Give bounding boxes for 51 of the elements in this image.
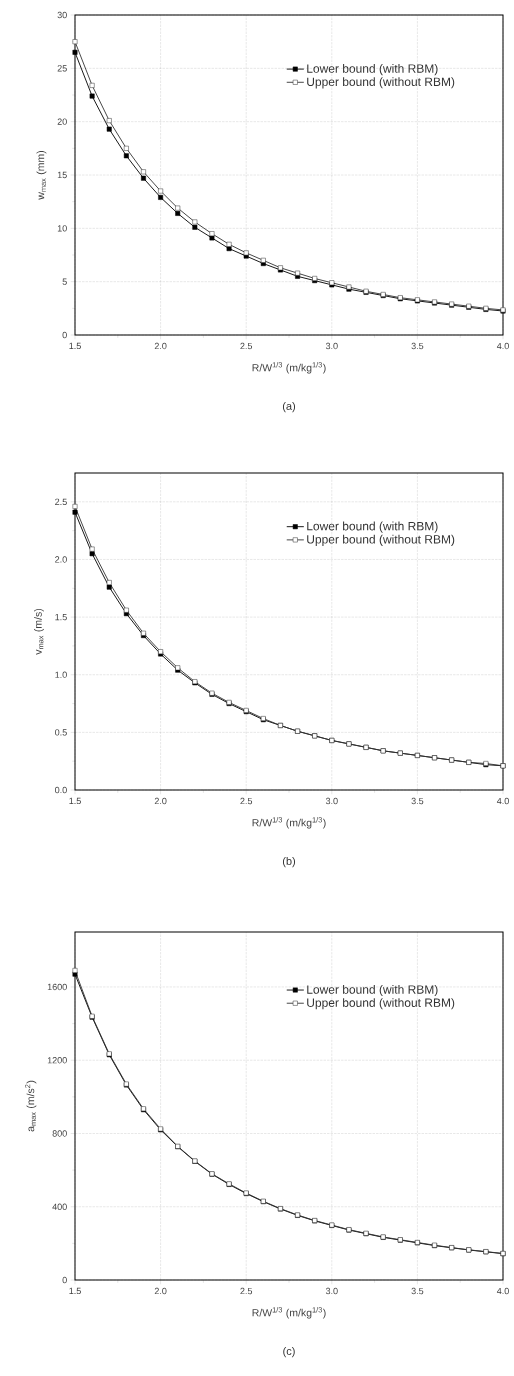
x-tick-label: 2.0: [154, 797, 167, 805]
x-tick-label: 4.0: [496, 1287, 509, 1295]
y-tick-label: 20: [57, 118, 67, 125]
y-tick-label: 1.5: [55, 613, 67, 621]
x-tick-label: 3.5: [411, 797, 424, 805]
x-tick-label: 3.5: [411, 342, 424, 350]
x-tick-label: 4.0: [496, 342, 509, 350]
x-tick-label: 3.0: [325, 797, 338, 805]
text: (a): [282, 401, 296, 413]
y-tick-label: 15: [57, 171, 67, 179]
y-tick-label: 0: [62, 331, 67, 339]
x-tick-label: 1.5: [69, 1287, 81, 1295]
legend-label: Lower bound (with RBM): [307, 64, 438, 76]
y-tick-label: 5: [62, 278, 67, 285]
x-tick-label: 2.0: [154, 1287, 167, 1295]
x-tick-label: 2.5: [240, 342, 253, 350]
y-tick-label: 1600: [47, 983, 67, 991]
x-tick-label: 3.0: [325, 342, 338, 350]
y-tick-label: 1200: [47, 1057, 67, 1064]
x-tick-label: 4.0: [496, 797, 509, 805]
x-axis-title: R/W$^{1/3}$ (m/kg$^{1/3}$): [252, 362, 326, 374]
legend-label: Upper bound (without RBM): [307, 998, 455, 1010]
legend-label: Upper bound (without RBM): [307, 77, 455, 89]
x-tick-label: 1.5: [69, 342, 81, 350]
y-axis-title: a$_{max}$ (m/s$^{2}$): [25, 1080, 37, 1132]
legend-label: Lower bound (with RBM): [307, 984, 438, 997]
text: (c): [283, 1346, 295, 1358]
x-tick-label: 2.5: [240, 797, 253, 805]
x-tick-label: 3.0: [325, 1287, 338, 1295]
y-tick-label: 400: [52, 1203, 67, 1210]
y-axis-title: w$_{max}$ (mm): [36, 150, 47, 200]
x-tick-label: 2.5: [240, 1287, 253, 1295]
x-axis-title: R/W$^{1/3}$ (m/kg$^{1/3}$): [252, 1307, 326, 1319]
y-tick-label: 1.0: [55, 671, 67, 678]
y-tick-label: 25: [57, 65, 67, 72]
y-tick-label: 0: [62, 1276, 67, 1284]
x-tick-label: 1.5: [69, 797, 81, 805]
y-tick-label: 0.5: [55, 729, 67, 736]
y-tick-label: 800: [52, 1130, 67, 1137]
y-axis-title: v$_{max}$ (m/s): [34, 608, 44, 655]
y-tick-label: 30: [57, 11, 67, 19]
legend-label: Lower bound (with RBM): [307, 521, 438, 533]
x-axis-title: R/W$^{1/3}$ (m/kg$^{1/3}$): [252, 817, 326, 829]
y-tick-label: 2.5: [55, 498, 67, 506]
y-tick-label: 10: [57, 225, 67, 232]
x-tick-label: 2.0: [154, 342, 167, 350]
y-tick-label: 2.0: [55, 556, 67, 563]
text: (b): [282, 856, 296, 868]
y-tick-label: 0.0: [55, 786, 67, 794]
legend-label: Upper bound (without RBM): [307, 534, 455, 546]
x-tick-label: 3.5: [411, 1287, 424, 1295]
